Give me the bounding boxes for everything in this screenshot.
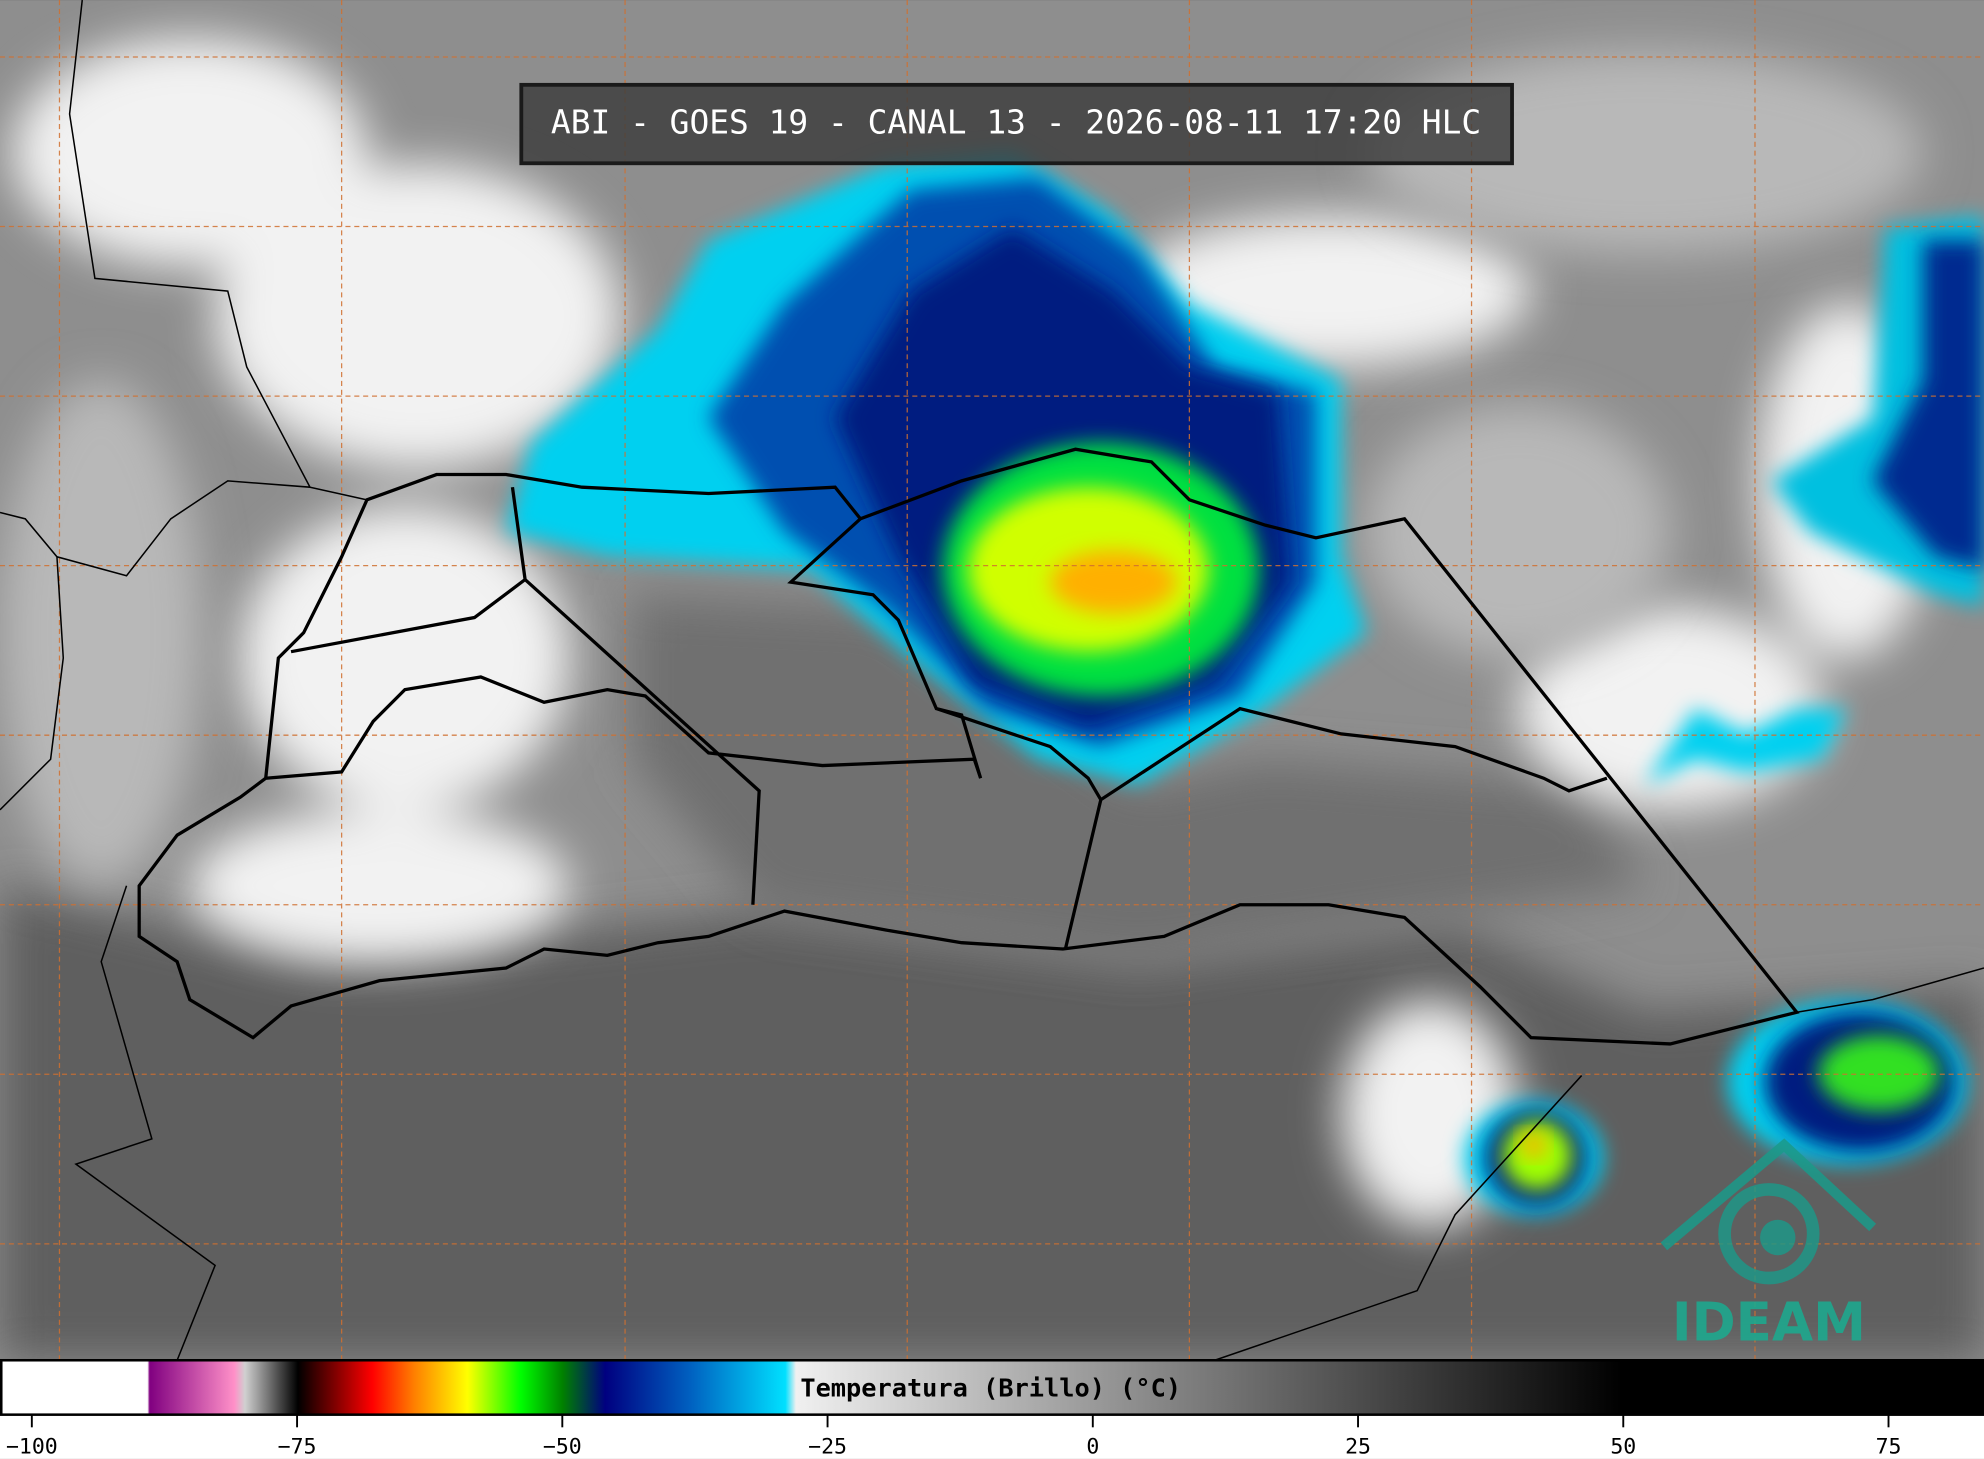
tick-label: 0 bbox=[1086, 1435, 1099, 1459]
title: ABI - GOES 19 - CANAL 13 - 2026-08-11 17… bbox=[551, 103, 1481, 142]
tick-label: −50 bbox=[543, 1435, 582, 1459]
colorbar-label: Temperatura (Brillo) (°C) bbox=[800, 1373, 1181, 1402]
tick-label: 25 bbox=[1345, 1435, 1371, 1459]
logo: IDEAM bbox=[1660, 1138, 1877, 1354]
colorbar-ticks: −100 −75 −50 −25 0 25 50 75 bbox=[6, 1414, 1902, 1459]
tick-label: 50 bbox=[1610, 1435, 1636, 1459]
storm-main bbox=[506, 151, 1367, 785]
borders bbox=[137, 447, 1800, 1046]
tick-label: −75 bbox=[278, 1435, 317, 1459]
colorbar bbox=[0, 1358, 1984, 1416]
tick-label: −25 bbox=[808, 1435, 847, 1459]
tick-label: 75 bbox=[1876, 1435, 1902, 1459]
imagery bbox=[0, 0, 1984, 1361]
storm-east bbox=[1644, 215, 1984, 1165]
storm-small bbox=[1463, 1100, 1604, 1215]
logo-text: IDEAM bbox=[1672, 1292, 1866, 1354]
tick-label: −100 bbox=[6, 1435, 58, 1459]
title-box: ABI - GOES 19 - CANAL 13 - 2026-08-11 17… bbox=[519, 82, 1514, 166]
grid bbox=[0, 0, 1984, 1361]
